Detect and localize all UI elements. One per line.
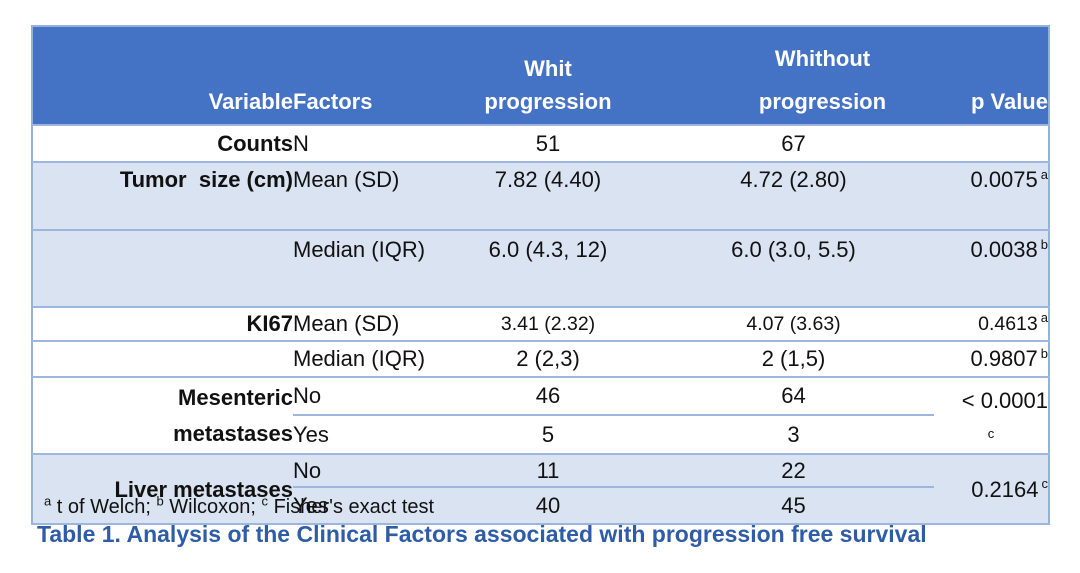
cell-with-value: 3.41 (2.32) — [443, 307, 653, 342]
superscript-c: c — [261, 493, 269, 509]
variable-line2: metastases — [173, 420, 293, 446]
footnote-text-b: Wilcoxon; — [163, 496, 262, 518]
cell-factor: Mean (SD) — [293, 307, 443, 342]
cell-without-value: 6.0 (3.0, 5.5) — [653, 230, 934, 308]
cell-factor: Yes — [293, 415, 443, 455]
cell-pvalue — [934, 125, 1049, 163]
col-header-without-progression: Whithout progression — [653, 26, 934, 126]
pvalue-text: 0.2164 — [971, 476, 1039, 502]
cell-variable — [32, 230, 293, 308]
row-ki67-median: Median (IQR) 2 (2,3) 2 (1,5) 0.9807 b — [32, 341, 1049, 378]
pvalue-text: < 0.0001 — [961, 387, 1048, 413]
clinical-factors-table: Variable Factors Whit progression Whithou… — [31, 25, 1050, 525]
row-liver-no: Liver metastases No 11 22 0.2164 c — [32, 454, 1049, 525]
row-ki67-mean: KI67 Mean (SD) 3.41 (2.32) 4.07 (3.63) 0… — [32, 307, 1049, 342]
cell-factor: Yes — [293, 487, 443, 525]
cell-with-value: 46 — [443, 377, 653, 416]
header-with-line2: progression — [484, 89, 612, 114]
pvalue-text: 0.0038 — [970, 237, 1038, 262]
cell-variable — [32, 341, 293, 378]
cell-factor: Median (IQR) — [293, 341, 443, 378]
cell-without-value: 45 — [653, 487, 934, 525]
pvalue-text: 0.9807 — [970, 346, 1038, 371]
cell-without-value: 67 — [653, 125, 934, 163]
table-header-row: Variable Factors Whit progression Whithou… — [32, 26, 1049, 126]
cell-variable: KI67 — [32, 307, 293, 342]
cell-with-value: 7.82 (4.40) — [443, 162, 653, 231]
cell-variable: Counts — [32, 125, 293, 163]
cell-without-value: 2 (1,5) — [653, 341, 934, 378]
row-mesenteric-yes: Yes 5 3 — [32, 415, 1049, 455]
cell-without-value: 4.72 (2.80) — [653, 162, 934, 231]
cell-pvalue: 0.0075 a — [934, 162, 1049, 231]
row-tumor-median: Median (IQR) 6.0 (4.3, 12) 6.0 (3.0, 5.5… — [32, 230, 1049, 308]
cell-variable-liver-metastases: Liver metastases — [32, 454, 293, 525]
col-header-variable: Variable — [32, 26, 293, 126]
table-caption: Table 1. Analysis of the Clinical Factor… — [37, 521, 927, 547]
superscript-marker: c — [987, 425, 995, 441]
cell-with-value: 40 — [443, 487, 653, 525]
row-counts: Counts N 51 67 — [32, 125, 1049, 163]
header-without-line1: Whithout — [774, 46, 871, 71]
cell-factor: Mean (SD) — [293, 162, 443, 231]
pvalue-text: 0.4613 — [978, 312, 1038, 335]
cell-pvalue: 0.4613 a — [934, 307, 1049, 342]
superscript-marker: a — [1040, 166, 1048, 182]
variable-line1: Mesenteric — [178, 384, 293, 410]
superscript-marker: a — [1040, 310, 1048, 325]
superscript-a: a — [44, 493, 52, 509]
col-header-with-progression: Whit progression — [443, 26, 653, 126]
superscript-b: b — [156, 493, 164, 509]
cell-without-value: 64 — [653, 377, 934, 416]
header-with-line1: Whit — [524, 56, 572, 81]
cell-pvalue: 0.0038 b — [934, 230, 1049, 308]
cell-pvalue-mesenteric: < 0.0001 c — [934, 377, 1049, 455]
footnote-text-c: Fisher's exact test — [268, 496, 435, 518]
pvalue-text: 0.0075 — [970, 167, 1038, 192]
superscript-marker: b — [1040, 345, 1048, 361]
cell-without-value: 4.07 (3.63) — [653, 307, 934, 342]
row-tumor-mean: Tumor size (cm) Mean (SD) 7.82 (4.40) 4.… — [32, 162, 1049, 231]
header-without-line2: progression — [758, 89, 887, 114]
cell-with-value: 6.0 (4.3, 12) — [443, 230, 653, 308]
cell-with-value: 2 (2,3) — [443, 341, 653, 378]
cell-factor: Median (IQR) — [293, 230, 443, 308]
cell-variable: Tumor size (cm) — [32, 162, 293, 231]
cell-without-value: 3 — [653, 415, 934, 455]
cell-with-value: 51 — [443, 125, 653, 163]
footnote-text-a: t of Welch; — [51, 496, 157, 518]
cell-factor: No — [293, 454, 443, 488]
cell-without-value: 22 — [653, 454, 934, 488]
cell-factor: N — [293, 125, 443, 163]
cell-with-value: 5 — [443, 415, 653, 455]
row-liver-yes: Yes 40 45 — [32, 487, 1049, 525]
cell-pvalue: 0.9807 b — [934, 341, 1049, 378]
col-header-pvalue: p Value — [934, 26, 1049, 126]
superscript-marker: b — [1040, 236, 1048, 252]
row-mesenteric-no: Mesenteric metastases No 46 64 < 0.0001 c — [32, 377, 1049, 455]
superscript-marker: c — [1041, 476, 1049, 492]
cell-with-value: 11 — [443, 454, 653, 488]
col-header-factors: Factors — [293, 26, 443, 126]
cell-factor: No — [293, 377, 443, 416]
table-footnote: a t of Welch; b Wilcoxon; c Fisher's exa… — [44, 493, 435, 519]
cell-variable-mesenteric-metastases: Mesenteric metastases — [32, 377, 293, 455]
variable-line1: Liver metastases — [114, 476, 293, 502]
cell-pvalue-liver: 0.2164 c — [934, 454, 1049, 525]
